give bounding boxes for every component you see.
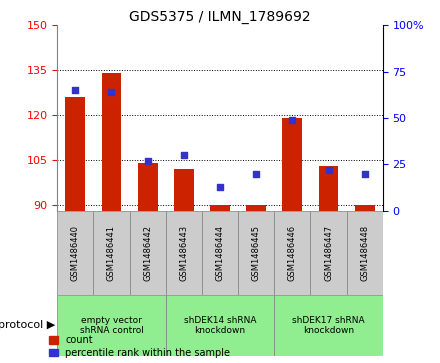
Text: GSM1486447: GSM1486447 bbox=[324, 225, 333, 281]
Legend: count, percentile rank within the sample: count, percentile rank within the sample bbox=[49, 335, 231, 358]
Bar bbox=[93, 211, 129, 295]
Title: GDS5375 / ILMN_1789692: GDS5375 / ILMN_1789692 bbox=[129, 11, 311, 24]
Point bbox=[325, 167, 332, 173]
Bar bbox=[210, 205, 230, 211]
Bar bbox=[129, 211, 166, 295]
Bar bbox=[347, 211, 383, 295]
Text: GSM1486448: GSM1486448 bbox=[360, 225, 369, 281]
Text: GSM1486443: GSM1486443 bbox=[180, 225, 188, 281]
Point bbox=[253, 171, 260, 177]
Bar bbox=[166, 211, 202, 295]
Text: shDEK17 shRNA
knockdown: shDEK17 shRNA knockdown bbox=[292, 316, 365, 335]
Bar bbox=[274, 295, 383, 356]
Bar bbox=[138, 163, 158, 211]
Text: shDEK14 shRNA
knockdown: shDEK14 shRNA knockdown bbox=[184, 316, 256, 335]
Text: GSM1486441: GSM1486441 bbox=[107, 225, 116, 281]
Bar bbox=[311, 211, 347, 295]
Point bbox=[108, 89, 115, 95]
Bar bbox=[102, 73, 121, 211]
Bar bbox=[355, 205, 375, 211]
Text: GSM1486445: GSM1486445 bbox=[252, 225, 260, 281]
Text: GSM1486440: GSM1486440 bbox=[71, 225, 80, 281]
Bar bbox=[319, 166, 338, 211]
Bar bbox=[166, 295, 274, 356]
Bar bbox=[238, 211, 274, 295]
Bar bbox=[57, 211, 93, 295]
Text: empty vector
shRNA control: empty vector shRNA control bbox=[80, 316, 143, 335]
Text: protocol ▶: protocol ▶ bbox=[0, 321, 55, 330]
Bar bbox=[174, 169, 194, 211]
Point bbox=[361, 171, 368, 177]
Point bbox=[180, 152, 187, 158]
Point bbox=[144, 158, 151, 164]
Bar bbox=[66, 97, 85, 211]
Bar bbox=[282, 118, 302, 211]
Bar bbox=[246, 205, 266, 211]
Text: GSM1486446: GSM1486446 bbox=[288, 225, 297, 281]
Bar bbox=[202, 211, 238, 295]
Bar bbox=[274, 211, 311, 295]
Text: GSM1486442: GSM1486442 bbox=[143, 225, 152, 281]
Point bbox=[289, 117, 296, 123]
Bar bbox=[57, 295, 166, 356]
Point bbox=[72, 87, 79, 93]
Text: GSM1486444: GSM1486444 bbox=[216, 225, 224, 281]
Point bbox=[216, 184, 224, 189]
